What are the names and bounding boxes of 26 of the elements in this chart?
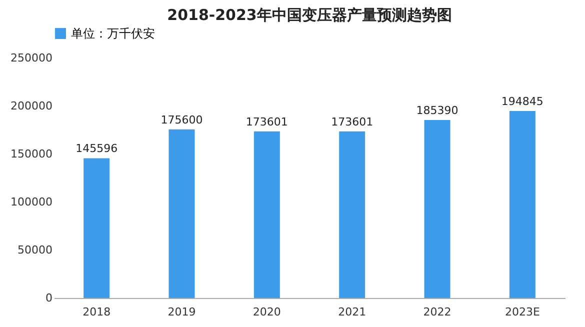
x-tick-label: 2022 [423, 306, 452, 318]
data-label: 175600 [160, 113, 203, 126]
bar [509, 110, 536, 298]
y-tick-label: 50000 [18, 244, 52, 256]
x-tick-label: 2019 [168, 306, 196, 318]
bar [424, 120, 450, 298]
x-tick-label: 2020 [252, 306, 281, 318]
y-tick-label: 100000 [10, 196, 52, 208]
bar [339, 131, 366, 298]
x-tick-label: 2018 [82, 306, 111, 318]
data-label: 194845 [501, 94, 544, 108]
y-tick-label: 250000 [10, 52, 52, 64]
bar [84, 158, 110, 298]
chart-title: 2018-2023年中国变压器产量预测趋势图 [167, 6, 452, 24]
data-label: 145596 [76, 142, 118, 156]
legend-label: 单位：万千伏安 [71, 26, 155, 40]
bar [168, 129, 195, 298]
y-tick-label: 0 [46, 292, 52, 304]
data-label: 173601 [331, 115, 374, 128]
x-tick-label: 2023E [504, 306, 540, 318]
bar [254, 131, 280, 298]
x-tick-label: 2021 [338, 306, 366, 318]
y-tick-label: 200000 [10, 100, 52, 112]
data-label: 185390 [416, 104, 458, 118]
y-tick-label: 150000 [10, 148, 52, 160]
data-label: 173601 [246, 115, 288, 128]
